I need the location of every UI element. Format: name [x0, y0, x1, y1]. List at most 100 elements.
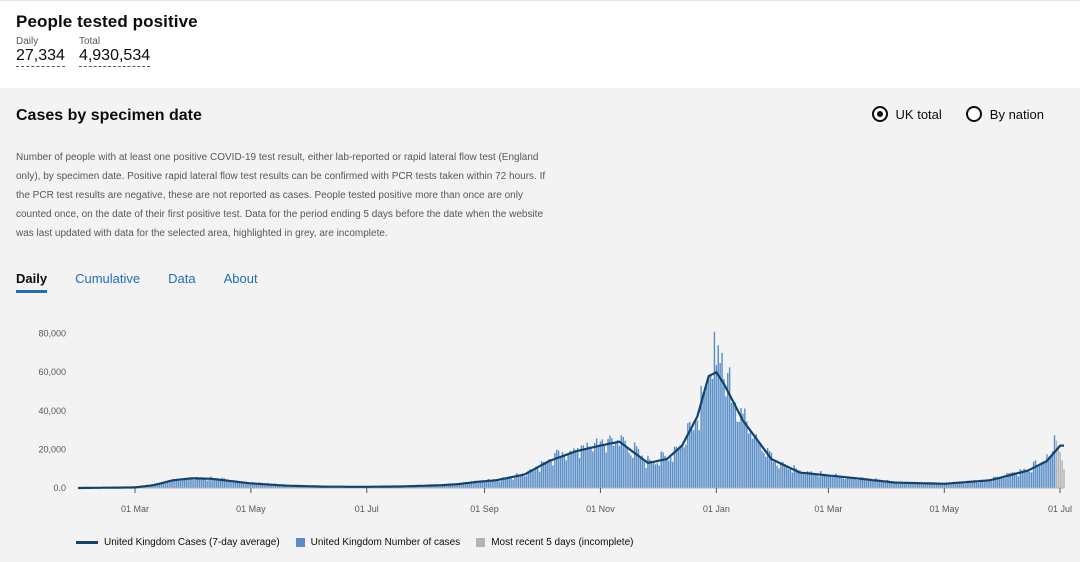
daily-bar[interactable]: [839, 476, 841, 488]
daily-bar[interactable]: [489, 480, 491, 488]
daily-bar[interactable]: [1019, 469, 1022, 488]
daily-bar[interactable]: [768, 451, 771, 488]
daily-bar[interactable]: [1023, 468, 1025, 488]
daily-bar[interactable]: [514, 476, 516, 488]
daily-bar[interactable]: [571, 453, 573, 488]
daily-bar[interactable]: [643, 461, 645, 488]
daily-bar[interactable]: [977, 482, 980, 488]
daily-bar[interactable]: [654, 464, 657, 488]
daily-bar[interactable]: [229, 480, 231, 488]
daily-bar[interactable]: [886, 479, 889, 488]
daily-bar[interactable]: [223, 478, 225, 488]
daily-bar[interactable]: [865, 478, 868, 488]
daily-bar[interactable]: [738, 421, 740, 488]
daily-bar[interactable]: [928, 483, 930, 488]
daily-bar[interactable]: [611, 438, 613, 488]
daily-bar[interactable]: [1030, 472, 1033, 488]
daily-bar[interactable]: [833, 475, 835, 488]
daily-bar[interactable]: [875, 478, 877, 488]
daily-bar[interactable]: [618, 445, 621, 488]
daily-bar[interactable]: [666, 457, 668, 488]
daily-bar[interactable]: [590, 446, 592, 488]
daily-bar[interactable]: [426, 485, 429, 488]
daily-bar[interactable]: [673, 446, 676, 488]
daily-bar[interactable]: [1013, 472, 1016, 488]
daily-bar[interactable]: [964, 483, 966, 488]
daily-bar[interactable]: [953, 482, 955, 488]
daily-bar[interactable]: [635, 446, 638, 488]
daily-bar[interactable]: [531, 471, 533, 488]
daily-bar[interactable]: [936, 483, 938, 488]
daily-bar[interactable]: [274, 484, 277, 488]
daily-bar[interactable]: [763, 452, 765, 488]
daily-bar[interactable]: [506, 477, 509, 488]
daily-bar[interactable]: [250, 482, 252, 488]
daily-bar[interactable]: [565, 460, 567, 488]
daily-bar[interactable]: [1006, 472, 1008, 488]
daily-bar[interactable]: [172, 478, 174, 488]
radio-selected-icon[interactable]: [871, 106, 888, 122]
incomplete-bar[interactable]: [1061, 460, 1063, 488]
daily-bar[interactable]: [1036, 467, 1039, 488]
daily-bar[interactable]: [443, 485, 446, 488]
daily-bar[interactable]: [189, 478, 191, 488]
daily-bar[interactable]: [656, 463, 659, 488]
daily-bar[interactable]: [1002, 477, 1004, 488]
daily-bar[interactable]: [291, 485, 294, 488]
legend-item-average[interactable]: United Kingdom Cases (7-day average): [76, 537, 280, 548]
daily-bar[interactable]: [430, 485, 433, 488]
daily-bar[interactable]: [586, 442, 588, 488]
daily-bar[interactable]: [791, 472, 794, 488]
daily-bar[interactable]: [879, 479, 881, 488]
daily-bar[interactable]: [240, 481, 243, 488]
daily-bar[interactable]: [975, 481, 978, 488]
daily-bar[interactable]: [951, 483, 953, 488]
daily-bar[interactable]: [244, 483, 246, 488]
daily-bar[interactable]: [470, 482, 472, 488]
daily-bar[interactable]: [820, 470, 822, 488]
daily-bar[interactable]: [252, 482, 254, 488]
daily-bar[interactable]: [690, 429, 693, 488]
daily-bar[interactable]: [671, 461, 674, 488]
daily-bar[interactable]: [622, 436, 624, 488]
daily-bar[interactable]: [1004, 478, 1006, 488]
daily-bar[interactable]: [770, 452, 773, 488]
daily-bar[interactable]: [909, 483, 911, 488]
daily-bar[interactable]: [930, 482, 932, 488]
daily-bar[interactable]: [620, 435, 623, 488]
daily-bar[interactable]: [793, 465, 795, 488]
daily-bar[interactable]: [160, 483, 163, 488]
daily-bar[interactable]: [523, 476, 526, 488]
daily-bar[interactable]: [804, 474, 807, 488]
daily-bar[interactable]: [419, 486, 421, 488]
daily-bar[interactable]: [766, 447, 769, 488]
daily-bar[interactable]: [863, 479, 866, 488]
daily-bar[interactable]: [751, 438, 754, 488]
daily-bar[interactable]: [607, 439, 609, 488]
daily-bar[interactable]: [871, 480, 873, 488]
daily-bar[interactable]: [512, 479, 514, 488]
daily-bar[interactable]: [181, 479, 184, 488]
daily-bar[interactable]: [200, 477, 203, 488]
daily-bar[interactable]: [991, 481, 993, 488]
daily-bar[interactable]: [873, 479, 875, 488]
daily-bar[interactable]: [1021, 470, 1023, 488]
daily-bar[interactable]: [195, 477, 197, 488]
daily-bar[interactable]: [233, 482, 235, 488]
daily-bar[interactable]: [576, 448, 579, 488]
daily-bar[interactable]: [461, 483, 463, 488]
daily-bar[interactable]: [727, 373, 729, 488]
daily-bar[interactable]: [597, 446, 600, 488]
daily-bar[interactable]: [937, 484, 940, 488]
daily-bar[interactable]: [227, 480, 229, 488]
daily-bar[interactable]: [867, 479, 870, 488]
daily-bar[interactable]: [728, 367, 731, 488]
daily-bar[interactable]: [253, 483, 256, 488]
daily-bar[interactable]: [734, 402, 737, 488]
daily-bar[interactable]: [941, 483, 944, 488]
daily-bar[interactable]: [987, 479, 989, 488]
daily-bar[interactable]: [280, 485, 282, 488]
daily-bar[interactable]: [582, 445, 585, 488]
daily-bar[interactable]: [170, 479, 172, 488]
daily-bar[interactable]: [212, 479, 214, 488]
